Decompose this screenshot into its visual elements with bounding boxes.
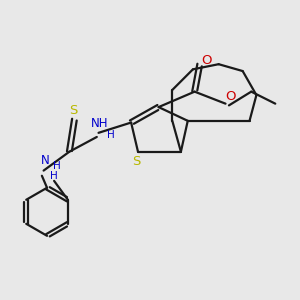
Text: O: O	[201, 54, 212, 67]
Text: N: N	[41, 154, 50, 167]
Text: O: O	[225, 90, 236, 103]
Text: NH: NH	[91, 117, 108, 130]
Text: S: S	[132, 155, 140, 168]
Text: S: S	[70, 104, 78, 117]
Text: H: H	[53, 161, 61, 172]
Text: H: H	[107, 130, 114, 140]
Text: H: H	[50, 171, 58, 181]
